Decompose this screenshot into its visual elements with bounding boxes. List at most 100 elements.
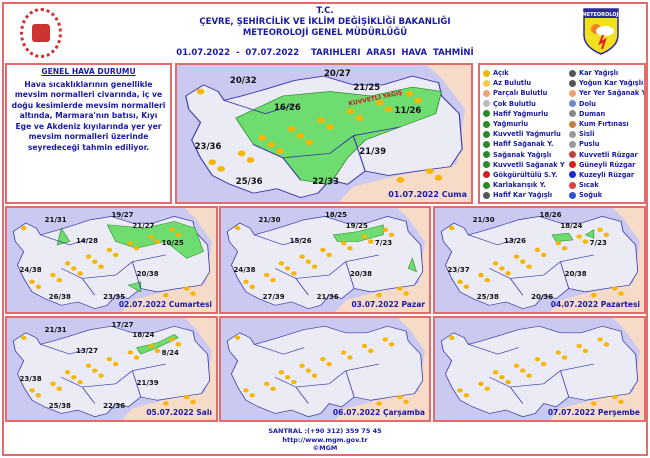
legend: Açık Az Bulutlu Parçalı Bulutlu Çok Bulutlu… [478, 63, 646, 204]
weather-icon [291, 380, 297, 385]
weather-icon [326, 123, 334, 130]
weather-icon [341, 350, 347, 355]
weather-icon [35, 284, 42, 290]
temperature-label: 21/39 [359, 147, 387, 158]
weather-icon [234, 225, 241, 231]
temperature-label: 10/25 [161, 239, 184, 248]
weather-icon [112, 361, 119, 367]
ministry-logo [20, 8, 62, 58]
legend-item: Soğuk [569, 190, 644, 200]
weather-icon [326, 252, 332, 258]
legend-label: Kum Fırtınası [579, 120, 629, 129]
weather-icon [64, 370, 71, 375]
weather-icon [270, 277, 276, 283]
weather-icon [196, 88, 205, 95]
weather-icon [249, 393, 255, 398]
weather-icon [347, 355, 353, 360]
weather-icon [361, 343, 368, 349]
weather-icon [534, 247, 541, 253]
snow-icon [569, 69, 576, 77]
temperature-label: 18/26 [539, 211, 562, 220]
temperature-label: 21/31 [44, 326, 67, 335]
weather-icon [582, 348, 589, 354]
weather-icon [618, 399, 624, 405]
weather-icon [434, 174, 443, 181]
weather-icon [576, 343, 582, 349]
forecast-map: 07.07.2022 Perşembe [433, 316, 646, 422]
temperature-label: 23/38 [19, 375, 42, 384]
weather-icon [376, 401, 382, 406]
temperature-label: 22/36 [103, 401, 126, 410]
legend-item: Sisli [569, 129, 644, 139]
weather-icon [85, 363, 92, 368]
temperature-label: 18/24 [132, 331, 155, 340]
legend-label: Karlakarışık Y. [493, 181, 546, 190]
legend-item: Dolu [569, 99, 644, 109]
weather-icon [368, 348, 374, 354]
ministry-name: ÇEVRE, ŞEHİRCİLİK VE İKLİM DEĞİŞİKLİĞİ B… [199, 17, 451, 27]
weather-icon [561, 355, 568, 360]
weather-icon [591, 293, 597, 298]
weather-icon [347, 246, 353, 251]
temperature-label: 20/38 [564, 270, 587, 279]
temperature-label: 23/37 [447, 266, 470, 275]
weather-icon [264, 272, 270, 278]
north-wind-arrow-icon [569, 171, 576, 179]
weather-icon [112, 252, 119, 258]
light-rain-icon [483, 110, 490, 118]
weather-icon [92, 259, 98, 264]
weather-icon [463, 284, 470, 290]
weather-icon [376, 99, 384, 106]
weather-icon [127, 241, 134, 246]
weather-icon [98, 264, 104, 269]
weather-icon [267, 141, 275, 148]
legend-item: Karlakarışık Y. [483, 180, 569, 190]
temperature-label: 23/35 [103, 293, 126, 302]
weather-icon [612, 286, 618, 291]
weather-icon [299, 363, 305, 368]
heavy-shower-icon [483, 161, 490, 169]
legend-label: Duman [579, 109, 606, 118]
turkey-map [12, 318, 216, 420]
shower-icon [483, 151, 490, 159]
legend-item: Hafif Yağmurlu [483, 109, 569, 119]
weather-icon [21, 335, 27, 340]
sleet-icon [483, 181, 490, 189]
directorate-name: METEOROLOJİ GENEL MÜDÜRLÜĞÜ [242, 28, 408, 38]
legend-item: Kum Fırtınası [569, 119, 644, 129]
temperature-label: 20/27 [324, 69, 351, 80]
temperature-label: 20/38 [349, 270, 372, 279]
weather-icon [276, 148, 284, 155]
legend-item: Kuvvetli Sağanak Y [483, 160, 569, 170]
weather-icon [154, 348, 161, 354]
map-date: 06.07.2022 Çarşamba [332, 408, 425, 417]
phone: SANTRAL :(+90 312) 359 75 45 [268, 427, 382, 435]
map-date: 01.07.2022 Cuma [388, 190, 467, 199]
temperature-label: 21/25 [353, 82, 381, 93]
map-date: 05.07.2022 Salı [146, 408, 212, 417]
temperature-label: 21/27 [132, 221, 155, 230]
forecast-map: 06.07.2022 Çarşamba [219, 316, 431, 422]
forecast-map: 21/31 19/27 21/27 14/28 10/25 24/38 26/38 23/35… [5, 206, 218, 314]
temperature-label: 21/36 [316, 293, 339, 302]
weather-icon [368, 239, 374, 244]
website-link[interactable]: http://www.mgm.gov.tr [282, 435, 368, 444]
legend-label: Az Bulutlu [493, 79, 532, 88]
weather-icon [582, 239, 589, 244]
legend-label: Sağanak Yağışlı [493, 150, 552, 159]
weather-icon [106, 356, 113, 362]
weather-icon [77, 271, 83, 276]
legend-label: Puslu [579, 140, 600, 149]
weather-icon [148, 234, 154, 239]
weather-icon [397, 394, 403, 400]
weather-icon [50, 381, 56, 386]
weather-icon [71, 375, 77, 380]
temperature-label: 19/27 [111, 211, 134, 220]
weather-icon [208, 159, 217, 166]
legend-label: Yağmurlu [493, 120, 529, 129]
weather-icon [311, 373, 318, 378]
weather-icon [463, 393, 470, 398]
legend-label: Kuvvetli Rüzgar [579, 150, 638, 159]
temperature-label: 26/38 [48, 293, 71, 302]
legend-item: Kuvvetli Rüzgar [569, 150, 644, 160]
